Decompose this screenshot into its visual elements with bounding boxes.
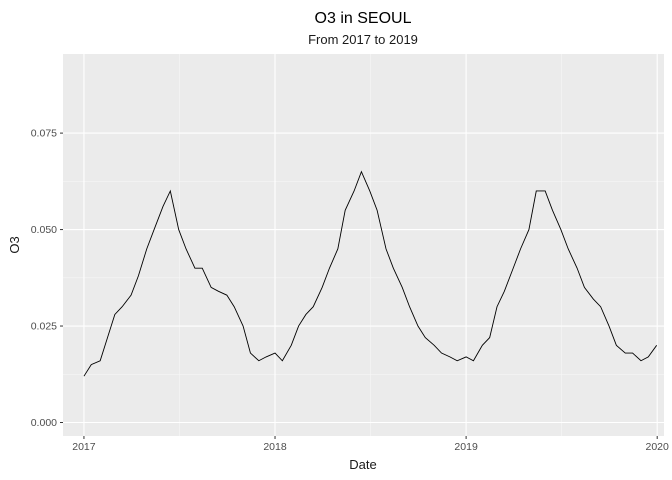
y-axis-ticks: 0.000 0.025 0.050 0.075	[31, 128, 63, 429]
plot-panel	[63, 54, 664, 436]
major-gridlines	[63, 54, 664, 436]
x-tick-label: 2019	[454, 441, 478, 453]
y-axis-title: O3	[7, 236, 22, 253]
x-tick-label: 2020	[646, 441, 670, 453]
chart-subtitle: From 2017 to 2019	[308, 32, 418, 47]
y-tick-label: 0.050	[31, 224, 57, 236]
x-tick-label: 2018	[263, 441, 287, 453]
chart-title: O3 in SEOUL	[315, 10, 412, 27]
minor-gridlines	[63, 54, 664, 436]
x-axis-title: Date	[349, 457, 376, 472]
y-tick-label: 0.000	[31, 417, 57, 429]
y-tick-label: 0.025	[31, 321, 57, 333]
x-axis-ticks: 2017 2018 2019 2020	[72, 436, 669, 453]
o3-series-line	[83, 170, 658, 377]
y-tick-label: 0.075	[31, 128, 57, 140]
x-tick-label: 2017	[72, 441, 96, 453]
